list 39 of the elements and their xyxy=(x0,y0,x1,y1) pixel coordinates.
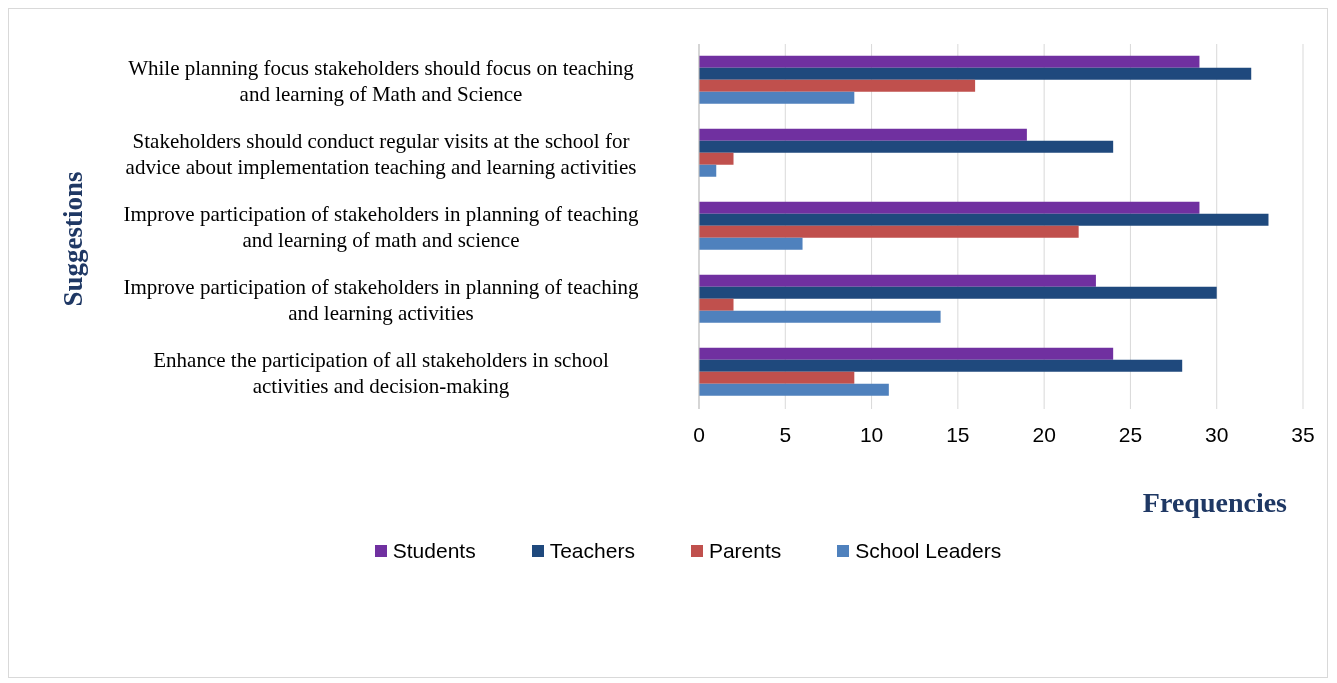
bar xyxy=(699,298,734,311)
y-tick-label: Enhance the participation of all stakeholders in school activities and decision-making xyxy=(153,347,609,398)
bar xyxy=(699,371,855,384)
bar xyxy=(699,201,1200,214)
bar xyxy=(699,55,1200,68)
y-axis-title: Suggestions xyxy=(57,171,89,307)
x-tick-label: 0 xyxy=(693,422,705,446)
bar xyxy=(699,91,855,104)
bar xyxy=(699,274,1096,287)
legend-label: School Leaders xyxy=(855,539,1002,563)
bar xyxy=(699,152,734,165)
y-tick-label: Improve participation of stakeholders in planning of teaching and learning activities xyxy=(123,274,639,325)
bar xyxy=(699,310,941,323)
bar xyxy=(699,79,976,92)
legend-label: Parents xyxy=(708,539,782,563)
bar xyxy=(699,359,1183,372)
bar xyxy=(699,286,1217,299)
bar xyxy=(699,383,889,396)
bar xyxy=(699,213,1269,226)
bar xyxy=(699,347,1114,360)
bar xyxy=(699,128,1027,141)
x-tick-label: 15 xyxy=(946,422,970,446)
bar xyxy=(699,164,717,177)
y-tick-label: Improve participation of stakeholders in planning of teaching and learning of math and science xyxy=(123,201,639,252)
bar xyxy=(699,140,1114,153)
x-tick-label: 20 xyxy=(1032,422,1056,446)
legend-label: Students xyxy=(392,539,476,563)
x-tick-label: 30 xyxy=(1205,422,1229,446)
x-tick-label: 5 xyxy=(779,422,792,446)
x-tick-label: 10 xyxy=(859,422,884,446)
x-tick-label: 35 xyxy=(1291,422,1315,446)
legend-label: Teachers xyxy=(549,539,635,563)
x-axis-title: Frequencies xyxy=(1142,487,1287,519)
bar xyxy=(699,225,1079,238)
x-tick-label: 25 xyxy=(1118,422,1143,446)
y-tick-label: Stakeholders should conduct regular visits at the school for advice about implementation teaching and learning activities xyxy=(125,128,637,179)
y-tick-label: While planning focus stakeholders should focus on teaching and learning of Math and Science xyxy=(128,55,635,106)
bar xyxy=(699,67,1252,80)
bar xyxy=(699,237,803,250)
